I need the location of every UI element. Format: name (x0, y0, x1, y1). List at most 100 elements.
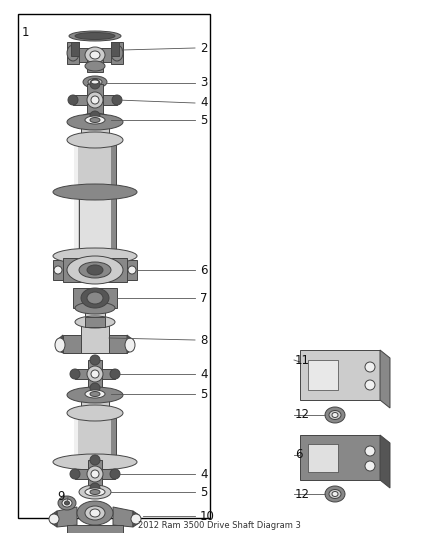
Ellipse shape (81, 288, 109, 308)
Ellipse shape (53, 184, 137, 200)
Bar (111, 42, 119, 56)
Ellipse shape (53, 248, 137, 264)
Bar (308, 360, 338, 390)
Ellipse shape (125, 338, 135, 352)
Ellipse shape (87, 92, 103, 108)
Ellipse shape (85, 47, 105, 63)
Bar (81, 395, 109, 413)
Text: 7: 7 (200, 292, 208, 304)
Ellipse shape (68, 95, 78, 105)
Bar (71, 42, 79, 56)
Bar (111, 411, 116, 462)
Ellipse shape (58, 496, 76, 510)
Bar (75, 469, 115, 479)
Ellipse shape (111, 45, 123, 61)
Ellipse shape (91, 470, 99, 478)
Text: 6: 6 (200, 263, 208, 277)
Polygon shape (57, 335, 63, 353)
Ellipse shape (90, 79, 100, 89)
Text: 8: 8 (200, 334, 207, 346)
Ellipse shape (67, 405, 123, 421)
Text: 1: 1 (22, 26, 29, 39)
Ellipse shape (79, 113, 111, 127)
Ellipse shape (329, 489, 341, 498)
Ellipse shape (87, 366, 103, 382)
Ellipse shape (332, 491, 338, 497)
Ellipse shape (112, 95, 122, 105)
Bar (81, 122, 109, 140)
Ellipse shape (87, 466, 103, 482)
Ellipse shape (67, 45, 79, 61)
Text: 12: 12 (295, 408, 310, 422)
Ellipse shape (365, 362, 375, 372)
Ellipse shape (75, 302, 115, 314)
Text: 4: 4 (200, 467, 208, 481)
Bar (87, 84, 103, 116)
Ellipse shape (85, 61, 105, 71)
Bar (67, 525, 123, 533)
Ellipse shape (49, 514, 59, 524)
Text: 5: 5 (200, 486, 207, 498)
Polygon shape (109, 335, 127, 353)
Text: 12: 12 (295, 488, 310, 500)
Bar (74, 138, 116, 256)
Polygon shape (380, 350, 390, 408)
Bar (75, 369, 115, 379)
Polygon shape (380, 435, 390, 488)
Bar (18, 14, 210, 518)
Bar (127, 260, 137, 280)
Ellipse shape (365, 380, 375, 390)
Text: 11: 11 (295, 353, 310, 367)
Ellipse shape (128, 266, 136, 274)
Ellipse shape (325, 486, 345, 502)
Ellipse shape (54, 266, 62, 274)
Text: 4: 4 (200, 367, 208, 381)
Ellipse shape (110, 369, 120, 379)
Bar (79, 48, 111, 62)
Ellipse shape (85, 390, 105, 398)
Text: 5: 5 (200, 387, 207, 400)
Ellipse shape (83, 76, 107, 88)
Text: 3: 3 (200, 77, 207, 90)
Ellipse shape (90, 392, 100, 397)
Ellipse shape (90, 383, 100, 393)
Polygon shape (51, 511, 57, 527)
Ellipse shape (90, 51, 100, 59)
Bar (67, 42, 79, 64)
Ellipse shape (110, 469, 120, 479)
Bar (111, 138, 116, 256)
Ellipse shape (67, 256, 123, 284)
Bar (88, 360, 102, 388)
Ellipse shape (91, 96, 99, 104)
Ellipse shape (79, 485, 111, 499)
Polygon shape (133, 511, 139, 527)
Ellipse shape (85, 488, 105, 496)
Ellipse shape (90, 455, 100, 465)
Bar (74, 138, 78, 256)
Ellipse shape (87, 292, 103, 304)
Text: 2: 2 (200, 42, 208, 54)
Text: 5: 5 (200, 114, 207, 126)
Polygon shape (63, 335, 81, 353)
Ellipse shape (90, 111, 100, 121)
Ellipse shape (67, 387, 123, 403)
Ellipse shape (332, 413, 338, 417)
Ellipse shape (91, 80, 99, 84)
Ellipse shape (79, 387, 111, 401)
Ellipse shape (75, 316, 115, 328)
Ellipse shape (365, 446, 375, 456)
Ellipse shape (55, 338, 65, 352)
Ellipse shape (91, 370, 99, 378)
Polygon shape (57, 507, 77, 527)
Ellipse shape (62, 499, 72, 507)
Ellipse shape (70, 369, 80, 379)
Polygon shape (300, 350, 380, 400)
Bar (88, 460, 102, 488)
Bar (73, 95, 117, 105)
Ellipse shape (53, 454, 137, 470)
Bar (73, 288, 117, 308)
Polygon shape (113, 507, 133, 527)
Ellipse shape (90, 483, 100, 493)
Ellipse shape (79, 262, 111, 278)
Ellipse shape (70, 469, 80, 479)
